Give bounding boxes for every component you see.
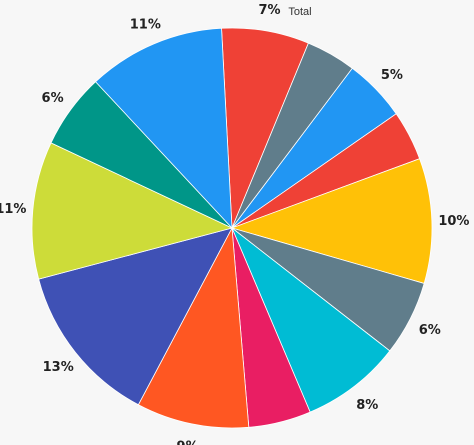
pie-slice-10 [38, 227, 233, 406]
pie-slice-5-label: 10% [438, 214, 469, 229]
pie-slice-5 [230, 158, 433, 284]
pie-slice-10-label: 13% [43, 360, 74, 375]
pie-slice-1-label: 7% [258, 3, 280, 18]
pie-slice-11 [31, 142, 234, 280]
pie-slice-7 [231, 226, 391, 413]
chart-title: Total [288, 6, 311, 18]
pie-slice-3-label: 5% [381, 68, 403, 83]
pie-slice-6-label: 6% [419, 323, 441, 338]
pie-slice-9-label: 9% [177, 440, 199, 445]
pie-slice-11-label: 11% [0, 202, 26, 217]
pie-slices [31, 27, 433, 429]
pie-slice-9 [137, 226, 250, 429]
pie-slice-13 [95, 27, 233, 230]
pie-slice-12-label: 6% [42, 91, 64, 106]
pie-slice-13-label: 11% [130, 18, 161, 33]
pie-slice-7-label: 8% [356, 398, 378, 413]
pie-labels: 7% 5% 10% 6% 8% 9% 13% 11% 6% 11% [0, 3, 469, 445]
